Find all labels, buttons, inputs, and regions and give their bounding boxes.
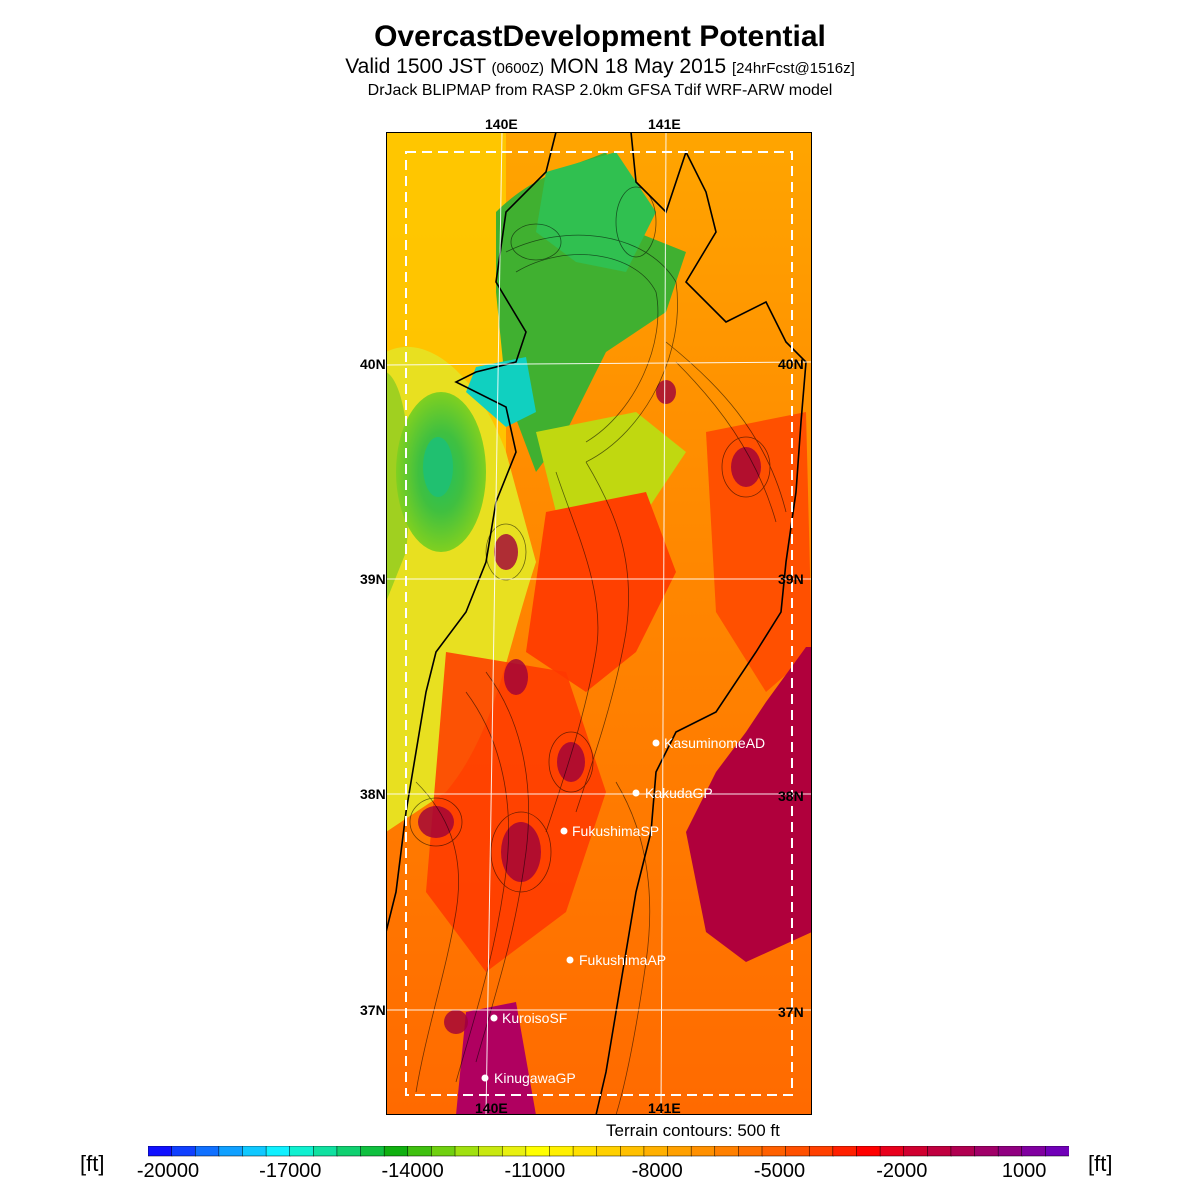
colorbar-swatch: [761, 1146, 787, 1157]
left-label-38n: 38N: [360, 786, 386, 802]
colorbar-swatch: [974, 1146, 999, 1157]
ocean-crimson: [686, 647, 812, 962]
site-markers: [481, 739, 660, 1082]
valid-date: MON 18 May 2015: [549, 55, 727, 78]
colorbar-swatch: [927, 1146, 952, 1157]
colorbar-swatch: [620, 1146, 645, 1157]
forecast-map: [386, 132, 812, 1115]
terrain-contours: [409, 186, 787, 1115]
colorbar-swatch: [950, 1146, 976, 1157]
colorbar-swatch: [1021, 1146, 1047, 1157]
utc-time: (0600Z): [491, 60, 545, 77]
valid-time-line: Valid 1500 JST (0600Z) MON 18 May 2015 […: [0, 55, 1200, 79]
colorbar-swatch: [289, 1146, 315, 1157]
colorbar-swatch: [572, 1146, 598, 1157]
site-dot-kuroisosf: [490, 1014, 498, 1022]
colorbar-swatch: [383, 1146, 409, 1157]
colorbar-swatch: [714, 1146, 740, 1157]
top-label-140e: 140E: [485, 116, 518, 132]
colorbar-swatch: [832, 1146, 858, 1157]
valid-time: Valid 1500 JST: [345, 55, 486, 78]
graticule: [386, 132, 812, 1115]
site-dot-kinugawagp: [481, 1074, 489, 1082]
map-frame: [386, 132, 812, 1115]
site-label-kuroisosf: KuroisoSF: [502, 1010, 568, 1026]
right-label-38n: 38N: [778, 788, 804, 804]
red-south-region: [426, 652, 606, 972]
top-label-141e: 141E: [648, 116, 681, 132]
site-dot-fukushimaap: [566, 956, 574, 964]
colorbar-tick-label: -5000: [753, 1160, 806, 1182]
right-label-39n: 39N: [778, 571, 804, 587]
colorbar-swatch: [407, 1146, 433, 1157]
bottom-label-141e: 141E: [648, 1100, 681, 1116]
colorbar-swatch: [1045, 1146, 1069, 1157]
site-dot-kasuminomead: [652, 739, 660, 747]
colorbar-swatch: [596, 1146, 622, 1157]
colorbar-swatch: [808, 1146, 834, 1157]
site-label-fukushimasp: FukushimaSP: [572, 823, 660, 839]
colorbar-swatch: [903, 1146, 929, 1157]
right-label-40n: 40N: [778, 356, 804, 372]
left-label-39n: 39N: [360, 571, 386, 587]
colorbar-swatch: [265, 1146, 291, 1157]
colorbar-swatch: [785, 1146, 810, 1157]
colorbar-tick-label: -14000: [381, 1160, 444, 1182]
purple-south: [456, 1002, 536, 1115]
colorbar-swatch: [360, 1146, 385, 1157]
colorbar-unit-left: [ft]: [80, 1151, 105, 1176]
colorbar-tick-label: -8000: [631, 1160, 683, 1182]
bottom-label-140e: 140E: [475, 1100, 508, 1116]
coastline: [386, 132, 807, 1115]
colorbar-unit-right: [ft]: [1088, 1151, 1113, 1176]
colorbar-tick-label: -17000: [259, 1160, 322, 1182]
colorbar-swatch: [218, 1146, 244, 1157]
map-title: OvercastDevelopment Potential: [374, 20, 826, 53]
colorbar-swatch: [431, 1146, 456, 1157]
inner-domain-box: [405, 151, 793, 1096]
right-label-37n: 37N: [778, 1004, 804, 1020]
cyan-patch: [466, 357, 536, 427]
site-label-kakudagp: KakudaGP: [645, 785, 713, 801]
colorbar-swatch: [879, 1146, 905, 1157]
model-description: DrJack BLIPMAP from RASP 2.0km GFSA Tdif…: [367, 82, 833, 99]
colorbar-tick-label: -2000: [876, 1160, 928, 1182]
colorbar-swatch: [525, 1146, 551, 1157]
site-label-kinugawagp: KinugawaGP: [494, 1070, 576, 1086]
colorbar-swatch: [549, 1146, 574, 1157]
forecast-info: [24hrFcst@1516z]: [732, 60, 855, 77]
left-label-37n: 37N: [360, 1002, 386, 1018]
site-dot-fukushimasp: [560, 827, 568, 835]
colorbar-swatch: [856, 1146, 881, 1157]
site-label-fukushimaap: FukushimaAP: [579, 952, 667, 968]
contour-note: Terrain contours: 500 ft: [606, 1121, 780, 1140]
red-central-region: [526, 492, 676, 692]
colorbar-swatch: [997, 1146, 1023, 1157]
colorbar-swatch: [313, 1146, 338, 1157]
colorbar-swatch: [690, 1146, 716, 1157]
colorbar-swatch: [336, 1146, 362, 1157]
east-red-region: [706, 412, 812, 692]
colorbar-tick-label: -20000: [136, 1160, 200, 1182]
left-label-40n: 40N: [360, 356, 386, 372]
colorbar-swatch: [738, 1146, 763, 1157]
site-dot-kakudagp: [632, 789, 640, 797]
colorbar-swatch: [171, 1146, 196, 1157]
colorbar-swatch: [478, 1146, 503, 1157]
colorbar-swatch: [643, 1146, 669, 1157]
green-ellipse-core: [423, 437, 453, 497]
colorbar-swatch: [194, 1146, 220, 1157]
site-label-kasuminomead: KasuminomeAD: [664, 735, 766, 751]
terrain-dark-cores: [418, 380, 761, 1034]
colorbar-swatch: [667, 1146, 692, 1157]
north-green-patch: [536, 152, 656, 272]
colorbar: [148, 1146, 1069, 1157]
colorbar-swatch: [501, 1146, 527, 1157]
colorbar-swatch: [454, 1146, 480, 1157]
colorbar-tick-label: -11000: [504, 1160, 566, 1182]
colorbar-swatch: [148, 1146, 173, 1157]
colorbar-tick-label: 1000: [1001, 1160, 1047, 1182]
colorbar-swatch: [242, 1146, 267, 1157]
